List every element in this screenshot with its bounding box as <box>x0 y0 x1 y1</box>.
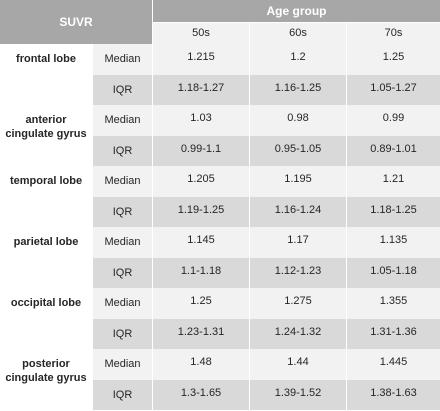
table-cell: 1.445 <box>347 349 440 380</box>
table-cell: 1.18-1.27 <box>153 75 249 105</box>
table-cell: 1.31-1.36 <box>347 319 440 349</box>
stat-label-median: Median <box>93 288 152 319</box>
table-cell: 1.12-1.23 <box>250 258 346 288</box>
table-cell: 1.44 <box>250 349 346 380</box>
corner-header-suvr: SUVR <box>0 0 152 44</box>
region-label-line: anterior <box>25 114 67 126</box>
table-cell: 1.215 <box>153 44 249 75</box>
region-label-line: cingulate gyrus <box>5 128 87 140</box>
table-cell: 1.48 <box>153 349 249 380</box>
table-cell: 1.195 <box>250 166 346 197</box>
table-cell: 1.17 <box>250 227 346 258</box>
table-cell: 0.99 <box>347 105 440 136</box>
age-group-header: Age group <box>153 0 440 22</box>
table-cell: 1.21 <box>347 166 440 197</box>
region-label: parietal lobe <box>0 227 92 288</box>
stat-label-median: Median <box>93 105 152 136</box>
table-cell: 1.16-1.25 <box>250 75 346 105</box>
stat-label-median: Median <box>93 44 152 75</box>
region-label-line: cingulate gyrus <box>5 372 87 384</box>
table-cell: 1.275 <box>250 288 346 319</box>
table-cell: 1.05-1.18 <box>347 258 440 288</box>
table-cell: 1.355 <box>347 288 440 319</box>
region-label-line: parietal lobe <box>13 236 79 248</box>
table-cell: 1.2 <box>250 44 346 75</box>
stat-label-iqr: IQR <box>93 197 152 227</box>
table-cell: 0.99-1.1 <box>153 136 249 166</box>
table-cell: 1.24-1.32 <box>250 319 346 349</box>
column-header-50s: 50s <box>153 23 249 44</box>
region-label-line: occipital lobe <box>10 297 82 309</box>
region-label: frontal lobe <box>0 44 92 105</box>
table-cell: 1.145 <box>153 227 249 258</box>
region-label-line: frontal lobe <box>16 53 76 65</box>
table-cell: 1.205 <box>153 166 249 197</box>
column-header-60s: 60s <box>250 23 346 44</box>
stat-label-median: Median <box>93 227 152 258</box>
region-label-line: temporal lobe <box>9 175 83 187</box>
table-cell: 1.3-1.65 <box>153 380 249 410</box>
region-label: anterior cingulate gyrus <box>0 105 92 166</box>
column-header-70s: 70s <box>347 23 440 44</box>
table-cell: 0.89-1.01 <box>347 136 440 166</box>
region-label: temporal lobe <box>0 166 92 227</box>
region-label: posterior cingulate gyrus <box>0 349 92 410</box>
table-cell: 1.03 <box>153 105 249 136</box>
table-cell: 1.23-1.31 <box>153 319 249 349</box>
table-cell: 1.05-1.27 <box>347 75 440 105</box>
table-cell: 0.95-1.05 <box>250 136 346 166</box>
table-cell: 1.19-1.25 <box>153 197 249 227</box>
stat-label-iqr: IQR <box>93 258 152 288</box>
stat-label-iqr: IQR <box>93 136 152 166</box>
table-cell: 1.16-1.24 <box>250 197 346 227</box>
table-cell: 1.18-1.25 <box>347 197 440 227</box>
table-cell: 1.135 <box>347 227 440 258</box>
table-cell: 0.98 <box>250 105 346 136</box>
stat-label-iqr: IQR <box>93 75 152 105</box>
table-cell: 1.39-1.52 <box>250 380 346 410</box>
region-label: occipital lobe <box>0 288 92 349</box>
stat-label-median: Median <box>93 349 152 380</box>
stat-label-iqr: IQR <box>93 319 152 349</box>
table-cell: 1.1-1.18 <box>153 258 249 288</box>
stat-label-median: Median <box>93 166 152 197</box>
table-cell: 1.38-1.63 <box>347 380 440 410</box>
table-cell: 1.25 <box>153 288 249 319</box>
region-label-line: posterior <box>22 358 70 370</box>
stat-label-iqr: IQR <box>93 380 152 410</box>
table-cell: 1.25 <box>347 44 440 75</box>
